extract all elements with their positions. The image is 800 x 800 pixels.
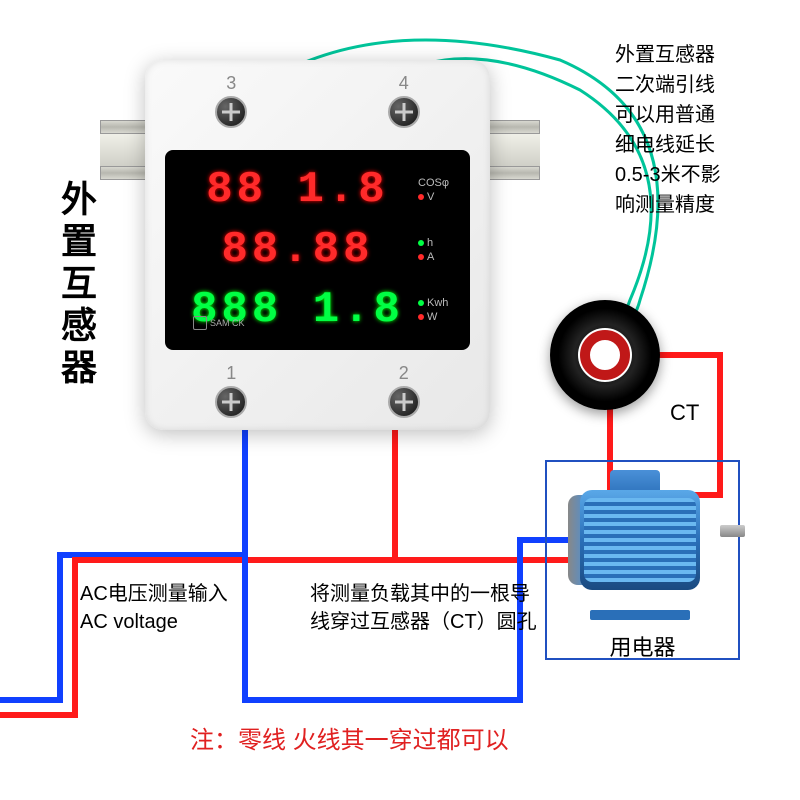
- screw-icon: [215, 386, 247, 418]
- title-right: 外置互感器 二次端引线 可以用普通 细电线延长 0.5-3米不影 响测量精度: [615, 40, 721, 220]
- ct-label: CT: [670, 400, 699, 426]
- motor-load: [550, 470, 730, 620]
- current-transformer: [550, 300, 660, 410]
- power-meter: 3 4 88 1.8 COSφ V 88.88 h A 888 1.8 Kwh: [145, 60, 490, 430]
- terminal-4: 4: [369, 73, 439, 128]
- note-text: 注：零线 火线其一穿过都可以: [190, 720, 509, 755]
- terminal-3: 3: [196, 73, 266, 128]
- screw-icon: [388, 386, 420, 418]
- motor-label: 用电器: [545, 630, 740, 662]
- label-ct-instruction: 将测量负载其中的一根导 线穿过互感器（CT）圆孔: [310, 580, 537, 636]
- terminal-1: 1: [196, 363, 266, 418]
- title-left: 外置互感器: [50, 180, 102, 390]
- display-row-2: 88.88: [177, 225, 418, 275]
- label-ac-voltage: AC电压测量输入 AC voltage: [80, 580, 228, 636]
- screw-icon: [388, 96, 420, 128]
- sam-ck-label: SAM CK: [193, 316, 245, 330]
- terminal-2: 2: [369, 363, 439, 418]
- led-display: 88 1.8 COSφ V 88.88 h A 888 1.8 Kwh W SA…: [165, 150, 470, 350]
- display-row-1: 88 1.8: [177, 165, 418, 215]
- screw-icon: [215, 96, 247, 128]
